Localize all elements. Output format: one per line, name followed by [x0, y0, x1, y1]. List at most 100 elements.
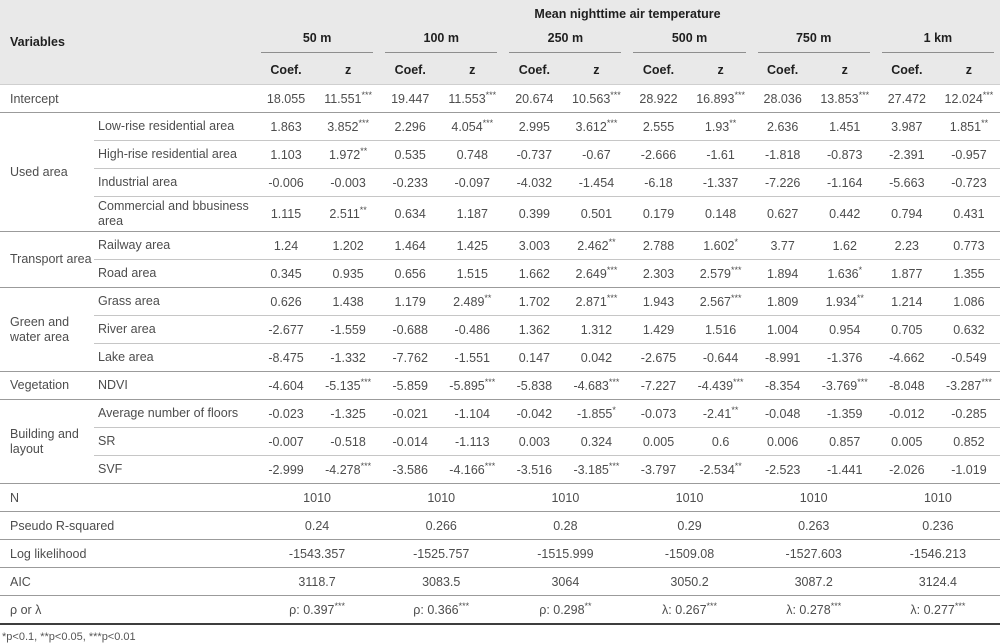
significance-stars: ***	[482, 117, 494, 128]
group-label-used-area: Used area	[0, 112, 94, 232]
coef-value: -8.475	[255, 343, 318, 372]
coef-header-100-m: Coef.	[379, 56, 442, 85]
z-value: 1.972**	[317, 140, 380, 169]
z-value: -1.359	[813, 399, 876, 428]
coef-value: -0.023	[255, 399, 318, 428]
table-row: Transport area Railway area 1.24 1.202 1.464…	[0, 231, 1000, 288]
coef-value: -8.991	[751, 343, 814, 372]
coef-value: 0.627	[751, 196, 814, 232]
z-value: 2.649***	[565, 259, 628, 288]
stat-value: ρ: 0.366***	[379, 595, 504, 625]
stat-value: λ: 0.267***	[627, 595, 752, 625]
stat-label-n: N	[0, 483, 255, 512]
z-header-50-m: z	[317, 56, 380, 85]
z-value: 0.954	[813, 315, 876, 344]
coef-value: 28.922	[627, 84, 690, 113]
z-value: 13.853***	[813, 84, 876, 113]
significance-stars: ***	[610, 89, 621, 100]
significance-stars: ***	[361, 89, 373, 100]
z-value: 12.024***	[937, 84, 1000, 113]
table-row: Industrial area -0.006 -0.003 -0.233 -0.097-…	[0, 168, 1000, 197]
coef-value: 0.705	[875, 315, 938, 344]
z-value: 0.632	[937, 315, 1000, 344]
variable-label: SVF	[94, 455, 255, 484]
z-value: 0.935	[317, 259, 380, 288]
title-row-spacer	[0, 0, 255, 28]
variable-label: Grass area	[94, 287, 255, 316]
stat-value: ρ: 0.298**	[503, 595, 628, 625]
z-value: -1.376	[813, 343, 876, 372]
coef-value: 1.429	[627, 315, 690, 344]
coef-value: 2.303	[627, 259, 690, 288]
stat-label-aic: AIC	[0, 567, 255, 596]
coef-value: -0.688	[379, 315, 442, 344]
table-body: Intercept 18.055 11.551*** 19.447 11.553*** 2…	[0, 84, 1000, 625]
coef-value: 3.987	[875, 112, 938, 141]
coef-value: -0.048	[751, 399, 814, 428]
z-value: 4.054***	[441, 112, 504, 141]
significance-stars: ***	[830, 600, 842, 611]
z-value: 1.636*	[813, 259, 876, 288]
coef-value: 0.179	[627, 196, 690, 232]
significance-stars: *	[858, 264, 863, 275]
stat-row: ρ or λ ρ: 0.397*** ρ: 0.366*** ρ: 0.298** λ:…	[0, 595, 1000, 625]
coef-value: -0.233	[379, 168, 442, 197]
coef-value: -2.675	[627, 343, 690, 372]
stat-value: 1010	[627, 483, 752, 512]
z-header-750-m: z	[813, 56, 876, 85]
significance-stars: **	[734, 460, 742, 471]
table-row: Commercial and bbusiness area 1.115 2.511*…	[0, 196, 1000, 232]
variable-label: Road area	[94, 259, 255, 288]
table-row: Green and water area Grass area 0.626 1.438…	[0, 287, 1000, 372]
z-value: 1.312	[565, 315, 628, 344]
z-value: -1.855*	[565, 399, 628, 428]
z-value: -0.486	[441, 315, 504, 344]
coef-value: 3.77	[751, 231, 814, 260]
z-value: -1.337	[689, 168, 752, 197]
coef-value: 28.036	[751, 84, 814, 113]
coef-header-1-km: Coef.	[875, 56, 938, 85]
significance-stars: **	[608, 236, 616, 247]
subheader-spacer	[0, 56, 255, 85]
coef-value: -0.012	[875, 399, 938, 428]
z-value: -3.287***	[937, 371, 1000, 400]
z-value: -1.113	[441, 427, 504, 456]
z-value: 1.438	[317, 287, 380, 316]
table-row: Lake area -8.475 -1.332 -7.762 -1.551 0.147 0.…	[0, 343, 1000, 372]
table-row: River area -2.677 -1.559 -0.688 -0.486 1.362 1…	[0, 315, 1000, 344]
significance-stars: **	[731, 404, 739, 415]
stat-value: 3118.7	[255, 567, 380, 596]
coef-header-500-m: Coef.	[627, 56, 690, 85]
significance-stars: ***	[982, 89, 994, 100]
scale-header-1-km: 1 km	[875, 28, 1000, 56]
significance-stars: *	[734, 236, 738, 247]
coef-value: -0.073	[627, 399, 690, 428]
scale-header-50-m: 50 m	[255, 28, 380, 56]
z-value: 0.6	[689, 427, 752, 456]
table-row: SR -0.007 -0.518 -0.014 -1.113 0.003 0.324 0.00…	[0, 427, 1000, 456]
z-value: -1.559	[317, 315, 380, 344]
coef-value: 19.447	[379, 84, 442, 113]
z-value: 1.515	[441, 259, 504, 288]
z-value: -0.097	[441, 168, 504, 197]
scale-header-label: 750 m	[757, 28, 870, 53]
z-value: -1.551	[441, 343, 504, 372]
z-value: 1.62	[813, 231, 876, 260]
coef-value: 0.003	[503, 427, 566, 456]
page-title: Mean nighttime air temperature	[255, 0, 1000, 28]
stat-value: 0.236	[875, 511, 1000, 540]
significance-stars: **	[359, 204, 367, 215]
z-value: -0.285	[937, 399, 1000, 428]
coef-header-50-m: Coef.	[255, 56, 318, 85]
significance-stars: **	[856, 292, 864, 303]
z-value: -1.441	[813, 455, 876, 484]
coef-value: 0.345	[255, 259, 318, 288]
z-value: 1.355	[937, 259, 1000, 288]
z-value: -1.61	[689, 140, 752, 169]
variable-label: Average number of floors	[94, 399, 255, 428]
stat-value: 0.29	[627, 511, 752, 540]
stat-value: -1515.999	[503, 539, 628, 568]
coef-value: -0.014	[379, 427, 442, 456]
significance-stars: ***	[733, 376, 744, 387]
